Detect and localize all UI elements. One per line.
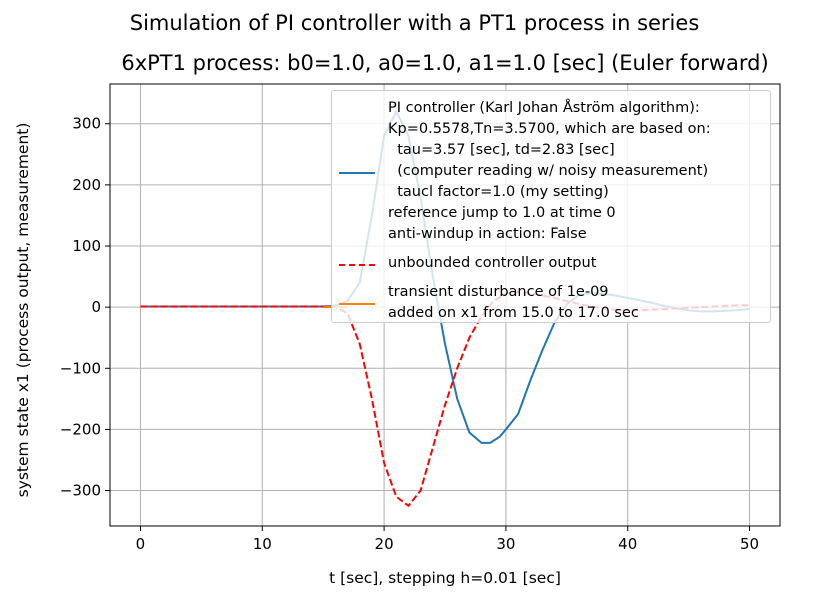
- legend-swatch: [339, 263, 375, 266]
- legend-text: tau=3.57 [sec], td=2.83 [sec]: [388, 142, 615, 158]
- y-axis-label: system state x1 (process output, measure…: [14, 123, 32, 498]
- x-tick-label: 40: [618, 535, 637, 553]
- y-tick-label: 100: [72, 237, 101, 255]
- y-tick-label: 200: [72, 176, 101, 194]
- x-tick-label: 0: [136, 535, 146, 553]
- legend-text: (computer reading w/ noisy measurement): [388, 163, 709, 179]
- legend: PI controller (Karl Johan Åström algorit…: [331, 90, 771, 323]
- legend-text: added on x1 from 15.0 to 17.0 sec: [388, 305, 639, 321]
- legend-text: transient disturbance of 1e-09: [388, 284, 609, 300]
- legend-text: PI controller (Karl Johan Åström algorit…: [388, 100, 700, 116]
- legend-text: reference jump to 1.0 at time 0: [388, 205, 616, 221]
- legend-text: anti-windup in action: False: [388, 226, 587, 242]
- x-axis-label: t [sec], stepping h=0.01 [sec]: [329, 569, 561, 587]
- figure-suptitle: Simulation of PI controller with a PT1 p…: [129, 11, 700, 35]
- y-tick-label: −100: [60, 359, 101, 377]
- x-tick-label: 20: [375, 535, 394, 553]
- legend-swatch: [339, 171, 375, 174]
- axes-frame: [109, 83, 781, 527]
- legend-text: Kp=0.5578,Tn=3.5700, which are based on:: [388, 121, 711, 137]
- y-tick-label: −200: [60, 420, 101, 438]
- legend-text: taucl factor=1.0 (my setting): [388, 184, 609, 200]
- x-tick-label: 50: [740, 535, 759, 553]
- axes-title: 6xPT1 process: b0=1.0, a0=1.0, a1=1.0 [s…: [121, 51, 769, 75]
- legend-text: unbounded controller output: [388, 255, 597, 271]
- x-tick-label: 30: [496, 535, 515, 553]
- y-tick-label: −300: [60, 482, 101, 500]
- y-tick-label: 0: [91, 298, 101, 316]
- x-tick-label: 10: [253, 535, 272, 553]
- legend-swatch: [339, 303, 375, 305]
- y-tick-label: 300: [72, 115, 101, 133]
